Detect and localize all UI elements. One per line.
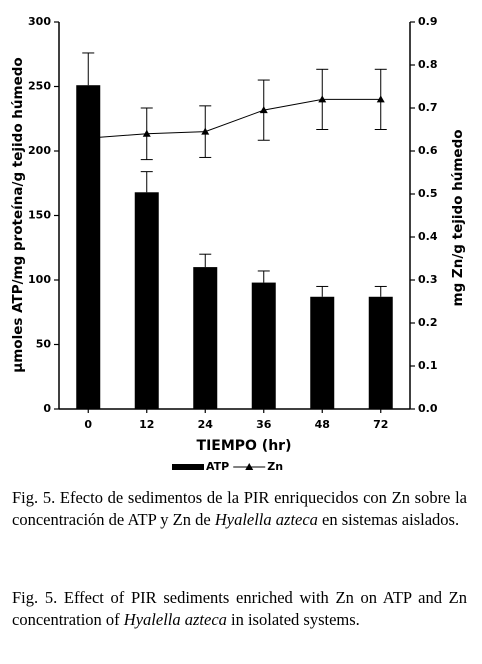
y-tick-label: 100 — [28, 273, 51, 286]
y2-axis-title: mg Zn/g tejido húmedo — [450, 129, 466, 306]
y-tick-label: 300 — [28, 15, 51, 28]
error-bar — [199, 253, 212, 268]
caption-text: Fig. 5. Efecto de sedimentos de la PIR e… — [12, 488, 467, 529]
legend-marker — [245, 463, 254, 470]
x-tick-label: 72 — [373, 418, 388, 431]
bar — [368, 296, 393, 409]
bar — [134, 192, 159, 409]
error-bar — [257, 270, 270, 283]
y2-tick-label: 0.3 — [418, 273, 438, 286]
x-tick-label: 0 — [84, 418, 92, 431]
error-bar — [82, 52, 95, 86]
y-tick-label: 250 — [28, 80, 51, 93]
legend-swatch — [172, 464, 204, 470]
x-tick-label: 36 — [256, 418, 272, 431]
y2-tick-label: 0.6 — [418, 144, 438, 157]
marker — [318, 95, 327, 103]
marker — [84, 134, 93, 142]
legend-label: ATP — [206, 460, 229, 473]
y2-tick-label: 0.5 — [418, 187, 438, 200]
y2-tick-label: 0.4 — [418, 230, 438, 243]
x-axis-title: TIEMPO (hr) — [197, 438, 292, 454]
caption-text: Fig. 5. Effect of PIR sediments enriched… — [12, 588, 467, 629]
chart: TIEMPO (hr) µmoles ATP/mg proteína/g tej… — [10, 15, 466, 473]
y-tick-label: 50 — [36, 338, 52, 351]
y2-tick-label: 0.0 — [418, 402, 438, 415]
species-name: Hyalella azteca — [214, 510, 318, 529]
x-tick-label: 48 — [315, 418, 330, 431]
x-tick-label: 12 — [139, 418, 154, 431]
y2-tick-label: 0.7 — [418, 101, 438, 114]
species-name: Hyalella azteca — [123, 610, 227, 629]
y-tick-label: 200 — [28, 144, 51, 157]
marker — [376, 95, 385, 103]
caption-text: in isolated systems. — [226, 610, 360, 629]
y-tick-label: 0 — [43, 402, 51, 415]
marker — [201, 127, 210, 135]
caption-es: Fig. 5. Efecto de sedimentos de la PIR e… — [12, 487, 467, 531]
caption-en: Fig. 5. Effect of PIR sediments enriched… — [12, 587, 467, 631]
y2-tick-label: 0.1 — [418, 359, 438, 372]
bar — [193, 267, 218, 409]
legend-label: Zn — [267, 460, 283, 473]
y-axis-title: µmoles ATP/mg proteína/g tejido húmedo — [10, 57, 26, 372]
caption-text: en sistemas aislados. — [317, 510, 460, 529]
line — [88, 98, 381, 139]
error-bar — [374, 285, 387, 297]
error-bar — [140, 171, 153, 193]
bar — [310, 296, 335, 409]
marker — [259, 106, 268, 114]
y2-tick-label: 0.8 — [418, 58, 438, 71]
bar — [251, 282, 276, 409]
y-tick-label: 150 — [28, 209, 51, 222]
y2-tick-label: 0.9 — [418, 15, 438, 28]
y2-tick-label: 0.2 — [418, 316, 438, 329]
marker — [142, 129, 151, 137]
x-tick-label: 24 — [198, 418, 214, 431]
error-bar — [316, 285, 329, 297]
